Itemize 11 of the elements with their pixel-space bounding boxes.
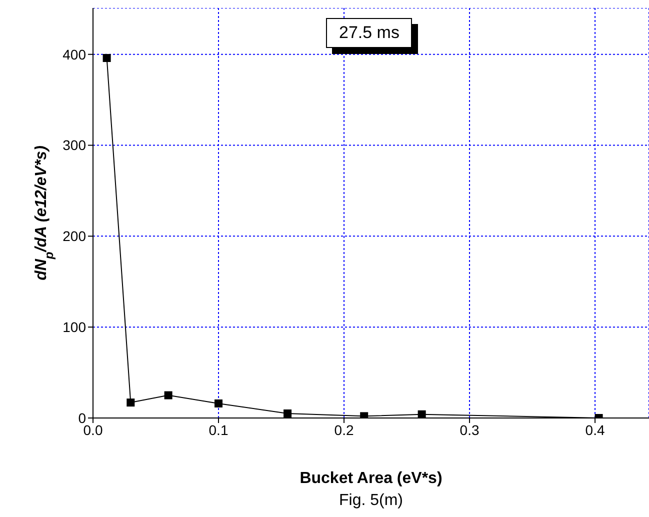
annotation: 27.5 ms (326, 18, 412, 48)
y-tick-label: 400 (62, 46, 86, 62)
x-tick-label: 0.1 (208, 422, 228, 438)
y-tick-label: 300 (62, 137, 86, 154)
x-tick-label: 0.3 (460, 422, 480, 438)
y-tick-label: 100 (62, 319, 86, 336)
caption: Fig. 5(m) (338, 492, 404, 510)
x-axis-title: Bucket Area (eV*s) (298, 470, 444, 488)
x-tick-label: 0.2 (334, 422, 354, 438)
y-tick-label: 200 (62, 228, 86, 244)
x-tick-label: 0.4 (585, 422, 605, 438)
